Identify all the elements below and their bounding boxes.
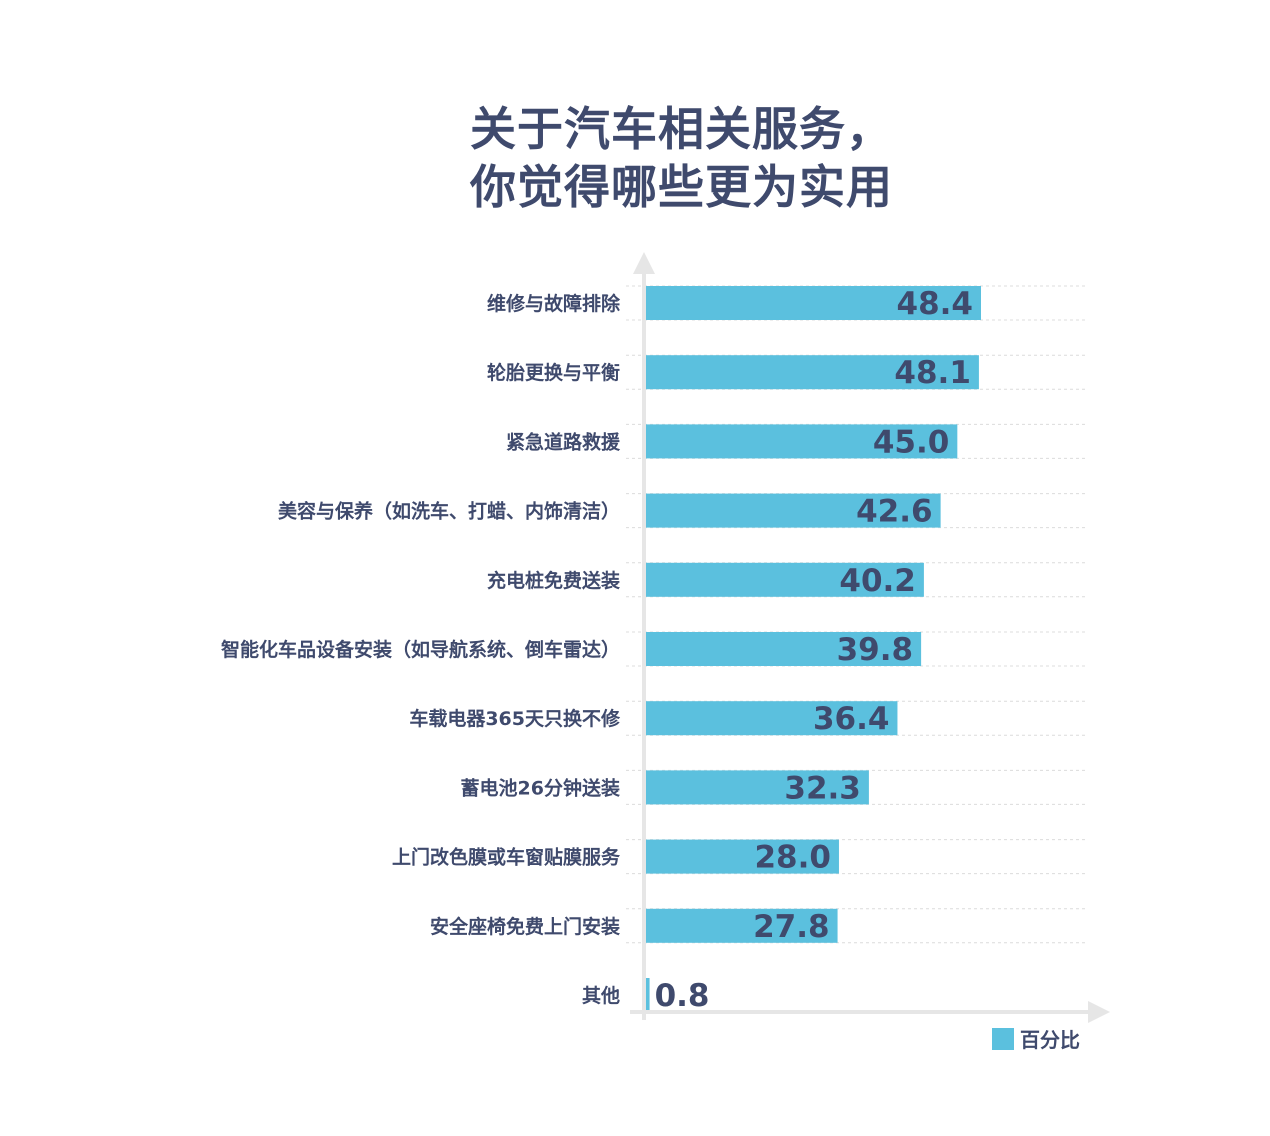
bar xyxy=(644,978,650,1012)
value-label: 39.8 xyxy=(837,632,914,668)
chart-title: 关于汽车相关服务， 你觉得哪些更为实用 xyxy=(470,100,990,216)
bar xyxy=(644,701,898,736)
bar xyxy=(644,424,958,459)
legend-swatch xyxy=(992,1028,1014,1050)
bar xyxy=(644,839,839,874)
chart-title-line-2: 你觉得哪些更为实用 xyxy=(470,160,893,214)
category-label: 美容与保养（如洗车、打蜡、内饰清洁） xyxy=(278,500,620,523)
bar xyxy=(644,908,838,943)
category-label: 轮胎更换与平衡 xyxy=(487,361,620,384)
value-label: 36.4 xyxy=(813,701,890,737)
value-label: 48.4 xyxy=(897,286,974,322)
category-label: 蓄电池26分钟送装 xyxy=(461,776,620,799)
legend-label: 百分比 xyxy=(1020,1028,1080,1052)
value-label: 0.8 xyxy=(655,978,710,1014)
axes xyxy=(630,252,1110,1023)
x-axis-arrow xyxy=(1088,1001,1110,1023)
value-label: 45.0 xyxy=(873,424,950,460)
value-label: 48.1 xyxy=(894,355,971,391)
y-axis-arrow xyxy=(633,252,655,274)
category-label: 车载电器365天只换不修 xyxy=(409,707,621,730)
bars xyxy=(644,286,981,1012)
value-label: 32.3 xyxy=(784,770,861,806)
bar xyxy=(644,562,924,597)
category-label: 其他 xyxy=(582,984,620,1007)
value-label: 27.8 xyxy=(753,909,830,945)
bar xyxy=(644,286,981,320)
category-label: 维修与故障排除 xyxy=(487,292,621,315)
bar xyxy=(644,493,941,528)
category-label: 上门改色膜或车窗贴膜服务 xyxy=(392,846,621,869)
chart-title-line-1: 关于汽车相关服务， xyxy=(470,102,893,156)
value-label: 42.6 xyxy=(856,494,933,530)
category-label: 充电桩免费送装 xyxy=(487,569,620,592)
category-label: 紧急道路救援 xyxy=(506,430,621,453)
category-label: 智能化车品设备安装（如导航系统、倒车雷达） xyxy=(221,638,620,661)
legend: 百分比 xyxy=(992,1028,1080,1052)
bar xyxy=(644,632,922,666)
bar xyxy=(644,770,869,805)
category-label: 安全座椅免费上门安装 xyxy=(430,915,620,938)
value-label: 28.0 xyxy=(754,840,831,876)
labels: 维修与故障排除 48.4 轮胎更换与平衡 48.1 紧急道路救援 45.0 美容与保养（如洗… xyxy=(221,286,973,1014)
value-label: 40.2 xyxy=(839,563,916,599)
bar xyxy=(644,355,979,390)
